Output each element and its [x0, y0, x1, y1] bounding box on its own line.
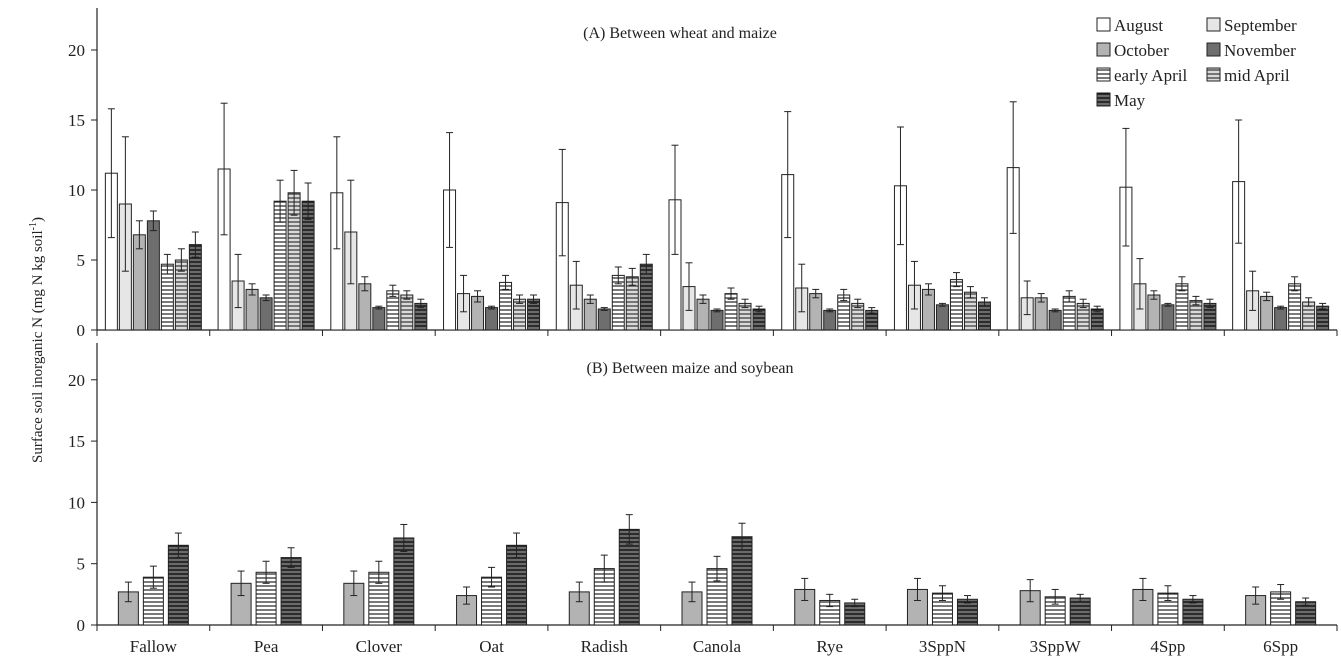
legend-label-october: October [1114, 41, 1169, 60]
bar-radish-november [597, 308, 611, 331]
panel-b: (B) Between maize and soybean 0 5 10 15 20 [68, 343, 1338, 635]
y-tick-label: 5 [77, 251, 86, 270]
chart-legend: August September October November early Apri… [1096, 16, 1297, 110]
y-tick-label: 15 [68, 432, 85, 451]
bar-clover-mid-april [400, 294, 414, 331]
y-tick-label: 0 [77, 321, 86, 340]
x-tick-label-radish: Radish [581, 637, 629, 656]
bar-rye-october [809, 293, 823, 331]
y-axis-label-main: Surface soil inorganic N (mg N kg soil [30, 230, 46, 463]
legend-swatch-november [1206, 42, 1221, 57]
bar-3sppn-early-april [949, 279, 963, 331]
bar-6spp-november [1274, 307, 1288, 331]
y-tick-label: 20 [68, 371, 85, 390]
y-tick-label: 15 [68, 111, 85, 130]
legend-label-early-april: early April [1114, 66, 1187, 85]
bar-rye-november [823, 309, 837, 331]
legend-swatch-october [1096, 42, 1111, 57]
bar-canola-november [710, 309, 724, 331]
y-tick-label: 0 [77, 616, 86, 635]
bar-6spp-may [1316, 305, 1330, 331]
bar-fallow-november [146, 220, 160, 331]
legend-label-august: August [1114, 16, 1163, 35]
x-tick-label-fallow: Fallow [130, 637, 178, 656]
legend-label-mid-april: mid April [1224, 66, 1290, 85]
x-tick-label-pea: Pea [254, 637, 279, 656]
bar-clover-november [372, 307, 386, 331]
bar-pea-november [259, 297, 273, 331]
legend-swatch-mid-april [1206, 67, 1221, 82]
y-tick-label: 10 [68, 493, 85, 512]
x-tick-label-3sppn: 3SppN [919, 637, 966, 656]
bar-3sppw-november [1048, 309, 1062, 331]
bar-oat-november [485, 307, 499, 331]
y-tick-label: 10 [68, 181, 85, 200]
bar-4spp-november [1161, 304, 1175, 331]
x-tick-label-4spp: 4Spp [1150, 637, 1185, 656]
y-axis-label: Surface soil inorganic N (mg N kg soil-1… [28, 217, 46, 463]
bar-pea-may [301, 200, 315, 331]
legend-swatch-august [1096, 17, 1111, 32]
y-axis-label-sup: -1 [28, 222, 39, 230]
x-tick-label-clover: Clover [356, 637, 403, 656]
x-axis-labels: Fallow Pea Clover Oat Radish Canola Rye 3SppN 3S… [130, 637, 1298, 656]
panel-a-title: (A) Between wheat and maize [583, 25, 777, 42]
y-axis-label-close: ) [30, 217, 46, 222]
panel-b-title: (B) Between maize and soybean [586, 360, 793, 377]
legend-label-september: September [1224, 16, 1297, 35]
legend-swatch-early-april [1096, 67, 1111, 82]
legend-swatch-september [1206, 17, 1221, 32]
y-tick-label: 5 [77, 555, 86, 574]
x-tick-label-6spp: 6Spp [1263, 637, 1298, 656]
legend-label-may: May [1114, 91, 1146, 110]
panel-a: (A) Between wheat and maize 0 5 10 15 20 [68, 8, 1338, 340]
x-tick-label-canola: Canola [693, 637, 742, 656]
x-tick-label-oat: Oat [479, 637, 504, 656]
legend-swatch-may [1096, 92, 1111, 107]
x-tick-label-3sppw: 3SppW [1030, 637, 1082, 656]
y-tick-label: 20 [68, 41, 85, 60]
x-tick-label-rye: Rye [816, 637, 843, 656]
bar-3sppn-november [935, 304, 949, 331]
bar-3sppw-october [1034, 297, 1048, 331]
bar-4spp-october [1147, 294, 1161, 331]
bar-6spp-october [1260, 295, 1274, 331]
legend-label-november: November [1224, 41, 1296, 60]
